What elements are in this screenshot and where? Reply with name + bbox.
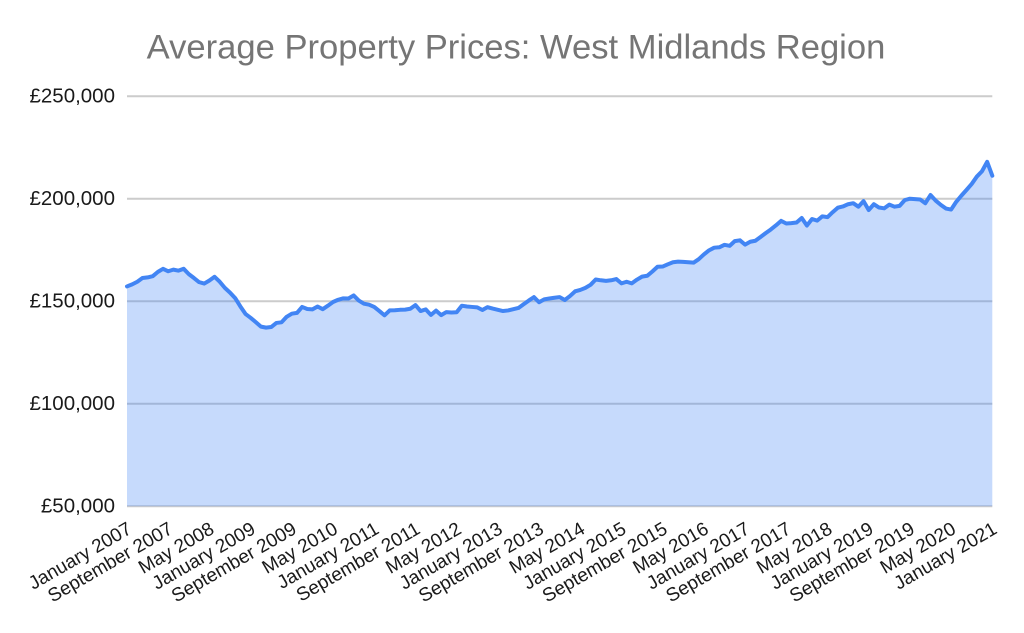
svg-text:£150,000: £150,000	[29, 290, 115, 313]
svg-text:£200,000: £200,000	[29, 187, 115, 210]
svg-text:£100,000: £100,000	[29, 392, 115, 415]
svg-text:Average Property Prices: West: Average Property Prices: West Midlands R…	[147, 29, 886, 67]
svg-text:£50,000: £50,000	[41, 495, 115, 518]
svg-text:£250,000: £250,000	[29, 85, 115, 108]
